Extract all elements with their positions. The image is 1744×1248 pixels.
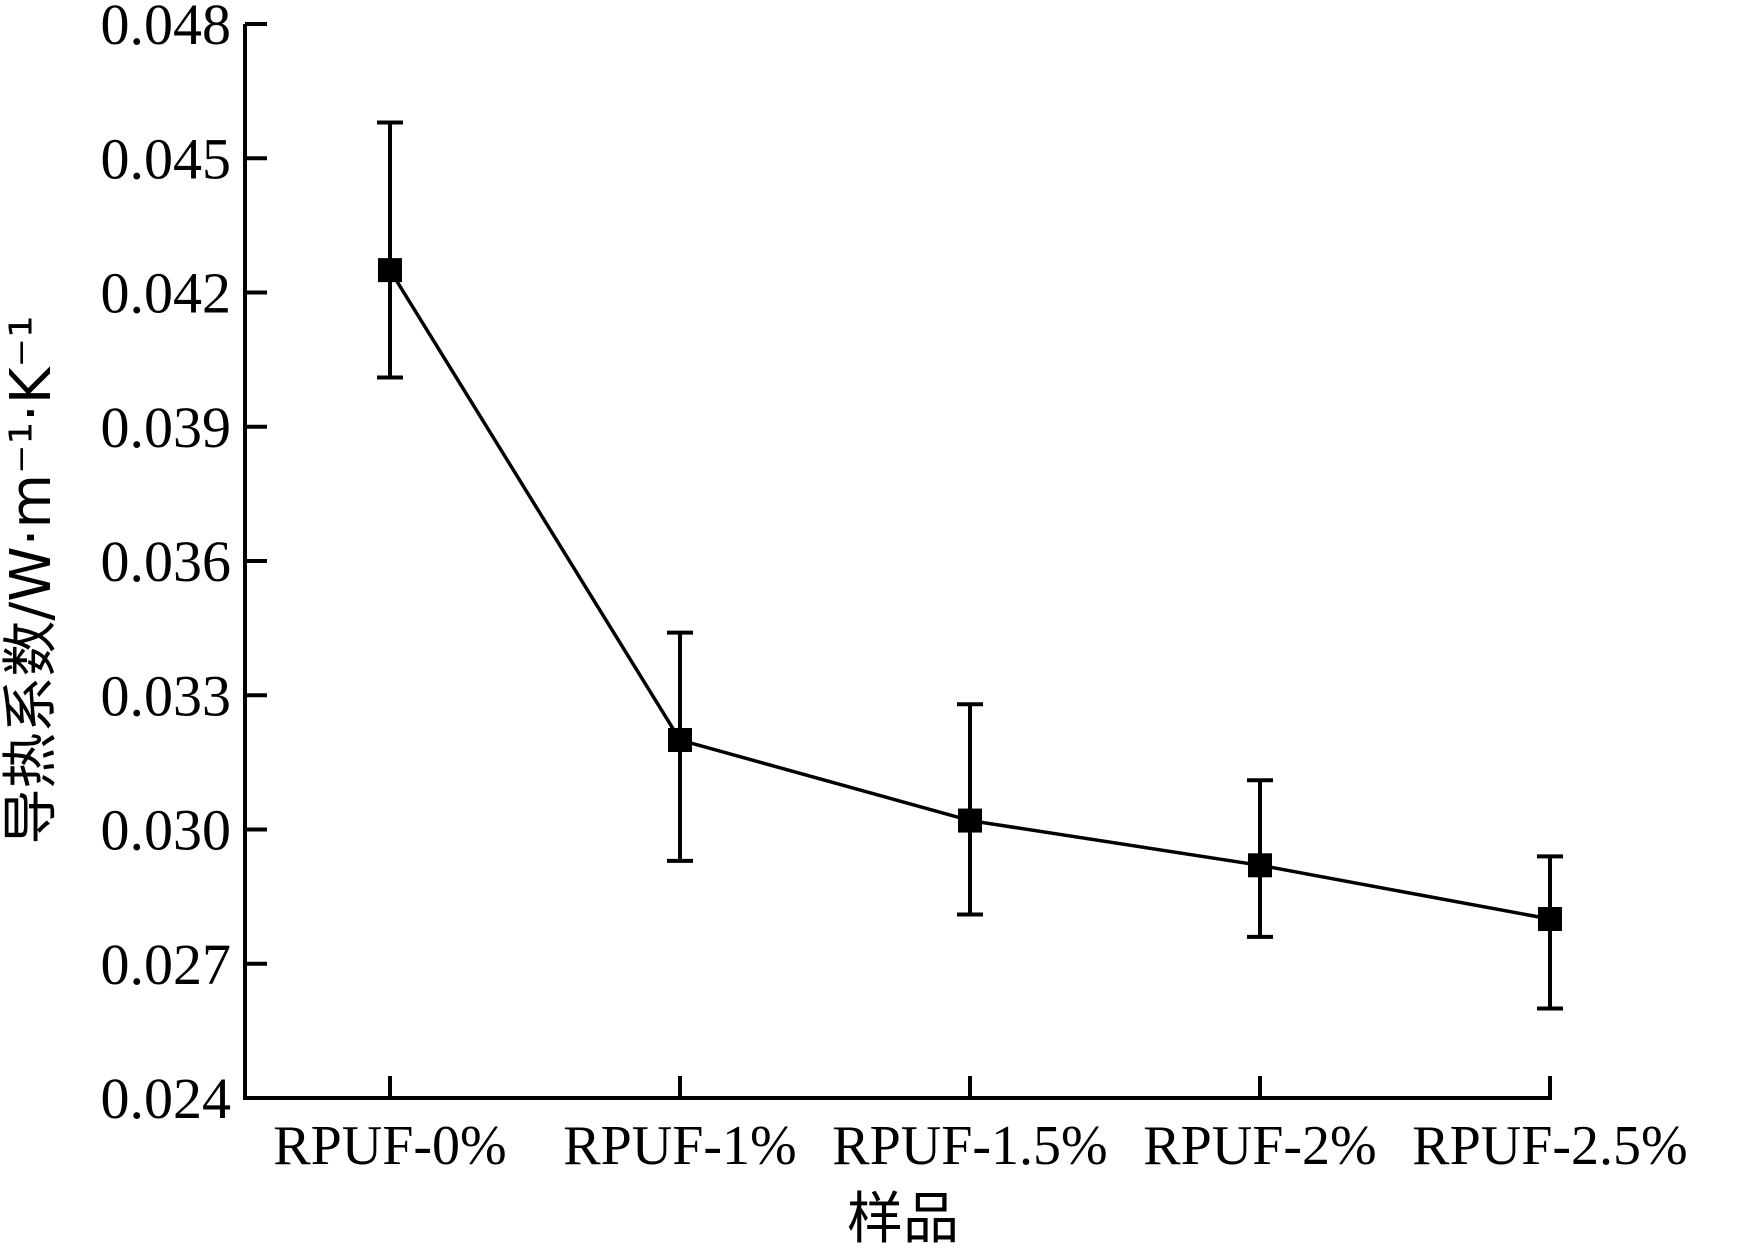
- axes: [243, 24, 1552, 1100]
- x-tick-label: RPUF-1%: [563, 1115, 796, 1177]
- x-tick-label: RPUF-2%: [1143, 1115, 1376, 1177]
- x-tick-label: RPUF-0%: [273, 1115, 506, 1177]
- y-tick-label: 0.033: [101, 663, 232, 728]
- y-tick-label: 0.030: [101, 798, 232, 863]
- y-tick-label: 0.042: [101, 261, 232, 326]
- data-point: [1538, 907, 1562, 931]
- error-bar: [377, 120, 403, 380]
- x-axis-ticks: RPUF-0% RPUF-1% RPUF-1.5% RPUF-2% RPUF-2.5%: [273, 1076, 1688, 1177]
- y-tick-label: 0.045: [101, 126, 232, 191]
- series-group: [377, 120, 1563, 1011]
- y-axis-ticks: 0.024 0.027 0.030 0.033 0.036 0.039 0.042 0.045…: [101, 0, 267, 1131]
- y-tick-label: 0.024: [101, 1066, 232, 1131]
- y-tick-label: 0.039: [101, 395, 232, 460]
- y-tick-label: 0.027: [101, 932, 232, 997]
- data-point: [1248, 853, 1272, 878]
- y-axis-title: 导热系数/W·m⁻¹·K⁻¹: [0, 315, 64, 844]
- x-tick-label: RPUF-2.5%: [1412, 1115, 1687, 1177]
- error-bar: [1537, 854, 1563, 1011]
- y-tick-label: 0.036: [101, 529, 232, 594]
- axis-frame: [243, 24, 1552, 1100]
- x-tick-label: RPUF-1.5%: [832, 1115, 1107, 1177]
- data-point: [668, 728, 692, 752]
- x-axis-title: 样品: [847, 1187, 959, 1248]
- data-point: [958, 808, 982, 833]
- data-point: [378, 258, 402, 283]
- y-tick-label: 0.048: [101, 0, 232, 57]
